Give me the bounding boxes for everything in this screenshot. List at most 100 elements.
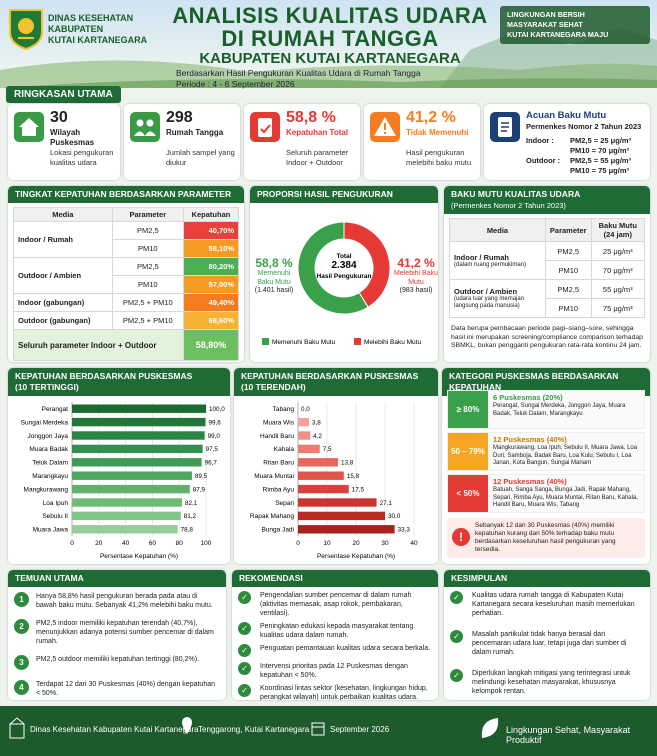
parameter-cell: PM2,5 + PM10	[111, 293, 184, 312]
x-tick-label: 20	[95, 540, 103, 547]
value-label: 33,3	[398, 527, 411, 534]
value-cell: 70 μg/m³	[590, 260, 646, 280]
media-cell: Outdoor / Ambien (udara luar yang memajan…	[449, 279, 546, 318]
div: DINAS KESEHATAN	[48, 13, 134, 23]
panel-title: REKOMENDASI	[232, 570, 438, 587]
card-icon	[14, 112, 44, 142]
category-members: Perangat, Sungai Merdeka, Jonggon Jaya, …	[493, 403, 626, 417]
x-axis-label: Persentase Kepatuhan (%)	[317, 553, 395, 560]
reference-item: PM2,5 = 55 μg/m³	[570, 156, 632, 165]
x-tick-label: 30	[381, 540, 389, 547]
reference-media: Indoor :	[526, 136, 554, 145]
footer-location: Tenggarong, Kutai Kartanegara	[198, 725, 310, 734]
path	[260, 124, 271, 134]
bar	[72, 498, 183, 507]
icon-glyph	[258, 118, 272, 137]
donut-value-label: 58,8 %	[255, 256, 293, 270]
row: Indoor / Rumah (dalam ruang permukiman) PM…	[449, 241, 646, 280]
parameter-cell: PM2,5	[111, 257, 184, 276]
card-label: Rumah Tangga	[166, 128, 224, 137]
media-cell: Outdoor (gabungan)	[13, 311, 113, 330]
rect	[384, 132, 386, 134]
list-item: 4 Terdapat 12 dari 30 Puskesmas (40%) den…	[14, 680, 220, 698]
path	[481, 718, 499, 738]
card-icon	[130, 112, 160, 142]
category-row: < 50% 12 Puskesmas (40%) Batuah, Sanga San…	[447, 474, 645, 513]
parameter-cell: PM10	[111, 239, 184, 258]
summary-card: 30 Wilayah Puskesmas Lokasi pengukuran kua…	[8, 104, 120, 180]
bar	[72, 417, 206, 427]
value-label: 81,2	[184, 513, 197, 520]
category-label: Rapak Mahang	[250, 513, 294, 520]
card-desc: Seluruh parameter Indoor + Outdoor	[286, 148, 349, 167]
bar-panel: KEPATUHAN BERDASARKAN PUSKESMAS (10 TEREN…	[234, 368, 438, 564]
x-tick-label: 0	[296, 540, 300, 547]
value-label: 4,2	[313, 433, 322, 440]
findings-panel: TEMUAN UTAMA 1 Hanya 58,8% hasil pengukura…	[8, 570, 226, 700]
check-icon: ✓	[238, 644, 251, 657]
value-label: 27,1	[380, 500, 393, 507]
header-cell: Media	[449, 218, 546, 242]
card-label: Wilayah Puskesmas	[50, 128, 95, 147]
bar-chart: 0 10 20 30 40 Tabang 0,0 Muara Wis 3,8 Handil Bar…	[250, 402, 418, 560]
item-text: Pengendalian sumber pencemar di dalam ru…	[260, 592, 412, 617]
bar	[72, 444, 203, 454]
list-item: ✓ Penguatan pemantauan kualitas udara sec…	[238, 644, 432, 658]
note-text: Sebanyak 12 dari 30 Puskesmas (40%) memi…	[475, 522, 616, 553]
value-label: 99,0	[208, 433, 221, 440]
parameter-cell: PM2,5 + PM10	[111, 311, 184, 330]
header-cell: Media	[13, 207, 113, 222]
footer-tagline: Lingkungan Sehat, Masyarakat Produktif	[506, 725, 631, 745]
donut-value-label: 41,2 %	[397, 256, 435, 270]
category-row: 50 – 79% 12 Puskesmas (40%) Mangkurawang, …	[447, 432, 645, 471]
media-cell: Outdoor / Ambien	[13, 257, 113, 294]
panel-title: TEMUAN UTAMA	[8, 570, 226, 587]
category-label: Muara Wis	[263, 419, 295, 426]
item-text: Diperlukan langkah mitigasi yang terinte…	[472, 670, 631, 695]
row: PM10 58,10%	[14, 239, 240, 258]
media: Indoor / Rumah	[454, 252, 509, 262]
donut-count: (983 hasil)	[399, 287, 433, 294]
list-item: ✓ Masalah partikulat tidak hanya berasal …	[450, 630, 644, 657]
list-item: ✓ Peningkatan edukasi kepada masyarakat t…	[238, 622, 432, 640]
bar	[72, 511, 181, 521]
category-members: Mangkurawang, Loa Ipuh, Sebulu II, Muara…	[493, 445, 638, 466]
bar-chart: 0 20 40 60 80 100 Perangat 100,0 Sungai Merdeka 9…	[21, 402, 225, 560]
bar	[298, 498, 377, 507]
value-label: 100,0	[209, 406, 225, 413]
card-value: 41,2 %	[406, 109, 456, 126]
card-desc: Lokasi pengukuran kualitas udara	[50, 148, 114, 167]
value-cell: 25 μg/m³	[590, 241, 646, 261]
circle	[136, 119, 144, 127]
bar-panel: KEPATUHAN BERDASARKAN PUSKESMAS (10 TERTI…	[8, 368, 230, 564]
panel-subtitle: (10 TERTINGGI)	[15, 382, 79, 392]
bar	[298, 431, 311, 440]
bar	[298, 525, 395, 534]
media-cell: Indoor (gabungan)	[13, 293, 113, 312]
value-label: 30,0	[388, 513, 401, 520]
row: Outdoor / Ambien PM2,5 80,20%	[13, 257, 240, 294]
item-text: Hanya 58,8% hasil pengukuran berada pada…	[36, 593, 213, 609]
section-tag: RINGKASAN UTAMA	[6, 86, 121, 103]
category-label: Marangkayu	[32, 473, 68, 480]
item-text: Penguatan pemantauan kualitas udara seca…	[260, 645, 431, 652]
check-icon: ✓	[450, 591, 463, 604]
path	[9, 717, 25, 725]
standards-table: Media Parameter Baku Mutu (24 jam) Indoor /…	[449, 218, 646, 318]
row: PM10 57,00%	[14, 275, 240, 294]
card-label: Tidak Memenuhi	[406, 128, 469, 137]
row: PM10 75 μg/m³	[450, 298, 646, 318]
value-label: 15,8	[347, 473, 360, 480]
footer-org: Dinas Kesehatan Kabupaten Kutai Kartaneg…	[30, 725, 199, 734]
value-label: 96,7	[205, 460, 218, 467]
circle	[146, 119, 154, 127]
bar	[298, 458, 339, 467]
category-members: Batuah, Sanga Sanga, Bunga Jadi, Rapak M…	[493, 487, 638, 508]
media-note: (udara luar yang memajan langsung pada m…	[454, 296, 525, 309]
header-cell: Parameter	[111, 207, 184, 222]
org: DINAS KESEHATAN KABUPATEN KUTAI KARTANEGAR…	[48, 13, 147, 46]
item-text: Koordinasi lintas sektor (kesehatan, lin…	[260, 685, 428, 700]
compliance-panel: TINGKAT KEPATUHAN BERDASARKAN PARAMETER M…	[8, 186, 244, 362]
subtitle: Periode : 4 - 6 September 2026	[176, 78, 295, 89]
rect	[258, 118, 272, 137]
